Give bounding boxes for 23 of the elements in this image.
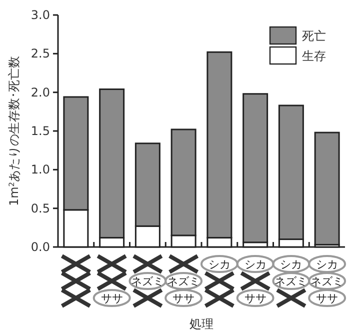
y-tick-label: 3.0 [30,8,50,22]
text: ササ [316,292,338,305]
bar [314,132,340,246]
text: ササ [172,292,195,305]
text: ネズミ [310,275,344,288]
y-tick-label: 1.0 [30,162,50,177]
y-tick-label: 0.0 [30,240,50,254]
y-tick-label: 2.0 [30,85,50,100]
text: シカ [280,258,302,271]
y-tick-label: 2.5 [30,46,50,61]
text: ネズミ [167,275,200,288]
text: ササ [244,292,266,305]
text: 処理 [190,317,214,331]
legend-label: 生存 [302,49,326,63]
text: ネズミ [131,275,164,288]
text: シカ [208,258,230,271]
y-tick-label: 0.5 [30,201,50,216]
text: シカ [316,258,338,271]
legend-label: 死亡 [302,29,326,43]
y-tick-label: 1.5 [30,124,50,138]
text: ササ [100,292,123,305]
text: ネズミ [274,275,308,288]
text: シカ [244,258,266,271]
